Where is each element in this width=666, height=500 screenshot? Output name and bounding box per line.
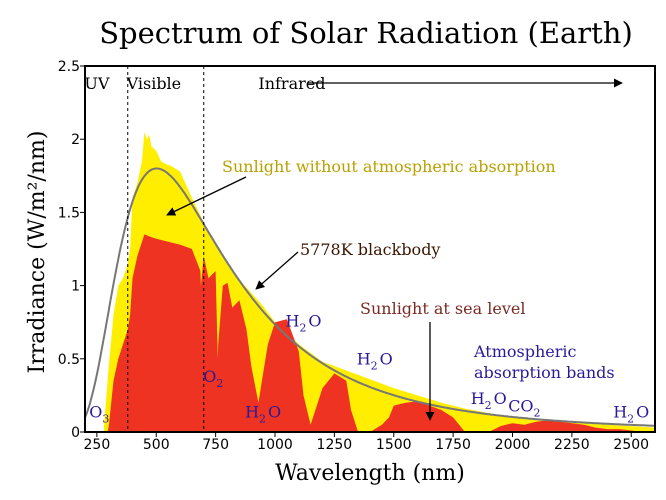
plot-area xyxy=(85,66,655,432)
arrow-sunlight-without-absorption xyxy=(166,176,247,216)
absorption-band-label: O3 xyxy=(89,402,109,425)
y-axis: 0 0.5 1 1.5 2 2.5 xyxy=(58,59,85,441)
arrow-blackbody xyxy=(255,251,299,290)
x-tick-label: 1500 xyxy=(376,437,412,453)
absorption-band-label: CO2 xyxy=(508,397,540,420)
y-tick-label: 0.5 xyxy=(58,352,80,368)
y-tick-label: 2 xyxy=(71,132,80,148)
absorption-band-label: H2 O xyxy=(613,402,649,425)
absorption-band-label: H2 O xyxy=(285,312,321,335)
blackbody-curve xyxy=(85,167,655,427)
annotation-absorption-bands-line-2: absorption bands xyxy=(474,363,615,382)
x-axis-label: Wavelength (nm) xyxy=(275,461,465,486)
absorption-band-label: H2 O xyxy=(357,350,393,373)
x-tick-label: 1750 xyxy=(435,437,471,453)
chart-title: Spectrum of Solar Radiation (Earth) xyxy=(99,16,633,50)
x-tick-label: 250 xyxy=(84,437,111,453)
y-axis-label: Irradiance (W/m²/nm) xyxy=(25,131,50,374)
x-tick-label: 2250 xyxy=(554,437,590,453)
absorption-band-label: O2 xyxy=(203,367,223,390)
y-tick-label: 0 xyxy=(71,425,80,441)
x-tick-label: 500 xyxy=(143,437,170,453)
annotation-sunlight-sea-level: Sunlight at sea level xyxy=(360,299,525,318)
region-labels: UV Visible Infrared xyxy=(84,74,325,93)
annotation-blackbody: 5778K blackbody xyxy=(300,240,440,259)
y-tick-label: 1.5 xyxy=(58,205,80,221)
x-tick-label: 1250 xyxy=(317,437,353,453)
region-label-infrared: Infrared xyxy=(258,74,325,93)
sunlight-sea-level-area xyxy=(107,234,655,432)
x-tick-label: 2500 xyxy=(613,437,649,453)
absorption-band-label: H2 O xyxy=(245,402,281,425)
y-tick-label: 1 xyxy=(71,279,80,295)
annotation-absorption-bands-line-1: Atmospheric xyxy=(473,342,577,361)
x-axis: 250 500 750 1000 1250 1500 1750 2000 2250 2500 xyxy=(84,432,649,453)
y-tick-label: 2.5 xyxy=(58,59,80,75)
absorption-band-label: H2 O xyxy=(471,389,507,412)
x-tick-label: 1000 xyxy=(257,437,293,453)
region-label-uv: UV xyxy=(84,74,109,93)
annotation-sunlight-without-absorption: Sunlight without atmospheric absorption xyxy=(222,157,556,176)
region-label-visible: Visible xyxy=(126,74,182,93)
x-tick-label: 2000 xyxy=(495,437,531,453)
x-tick-label: 750 xyxy=(202,437,229,453)
plot-frame xyxy=(84,65,656,433)
